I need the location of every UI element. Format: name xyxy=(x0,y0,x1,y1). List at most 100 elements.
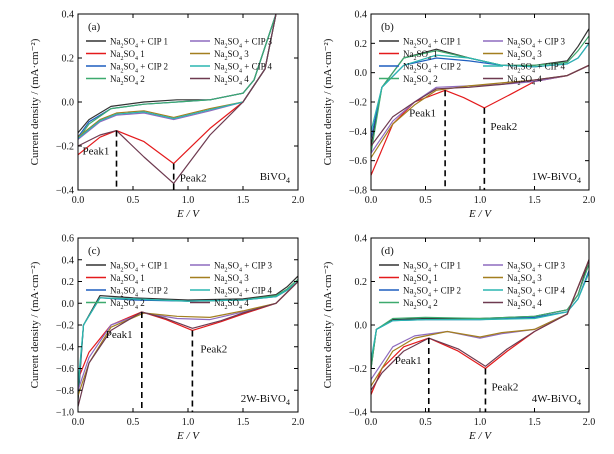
y-tick-label: −0.6 xyxy=(349,156,367,167)
legend-text-part: Na xyxy=(110,261,121,271)
legend-label-8: Na2SO4 4 xyxy=(507,298,542,311)
peak-label: Peak1 xyxy=(409,107,436,119)
legend-subscript: 2 xyxy=(225,305,228,311)
x-tick-label: 0.5 xyxy=(127,195,140,206)
legend-subscript: 2 xyxy=(518,69,521,75)
legend-subscript: 4 xyxy=(239,44,242,50)
legend-subscript: 2 xyxy=(518,280,521,286)
legend-text-part: SO xyxy=(124,273,136,283)
legend-subscript: 2 xyxy=(225,268,228,274)
y-tick-label: −0.4 xyxy=(56,186,74,197)
legend-label-7: Na2SO4 + CIP 4 xyxy=(507,62,566,75)
series-line-7 xyxy=(371,42,589,132)
peak-label: Peak1 xyxy=(106,329,133,341)
legend-text-part: SO xyxy=(228,273,240,283)
legend-text-part: 2 xyxy=(431,298,438,308)
legend-text-part: Na xyxy=(110,37,121,47)
legend-subscript: 4 xyxy=(239,56,242,62)
legend-label-5: Na2SO4 + CIP 3 xyxy=(507,261,566,274)
sample-label: 2W-BiVO4 xyxy=(241,393,290,407)
legend-subscript: 4 xyxy=(428,81,431,87)
legend-subscript: 2 xyxy=(225,293,228,299)
series-line-7 xyxy=(371,272,589,360)
legend-label-6: Na2SO4 3 xyxy=(507,273,542,286)
legend-text-part: + CIP 1 xyxy=(431,261,461,271)
legend-subscript: 4 xyxy=(428,69,431,75)
legend-subscript: 4 xyxy=(532,305,535,311)
chart-panel-2: 0.0 0.5 1.0 1.5 2.0 −0.8 −0.6 −0.4 −0.2 0.0 0.2 0.4… xyxy=(322,10,595,221)
panel-letter: (a) xyxy=(88,21,101,33)
legend-text-part: SO xyxy=(417,273,429,283)
legend-text-part: Na xyxy=(507,298,518,308)
legend-text-part: SO xyxy=(124,286,136,296)
legend-label-2: Na2SO4 1 xyxy=(403,273,438,286)
x-tick-label: 0.5 xyxy=(419,417,432,428)
peak-label: Peak2 xyxy=(491,382,518,394)
legend-subscript: 2 xyxy=(225,56,228,62)
legend-label-2: Na2SO4 1 xyxy=(403,49,438,62)
legend-subscript: 4 xyxy=(135,280,138,286)
legend-text-part: Na xyxy=(403,62,414,72)
x-tick-label: 2.0 xyxy=(292,417,305,428)
legend-text-part: 4 xyxy=(242,74,249,84)
legend-subscript: 4 xyxy=(239,280,242,286)
legend-subscript: 2 xyxy=(121,56,124,62)
y-tick-label: −0.2 xyxy=(349,98,367,109)
y-tick-label: 0.6 xyxy=(62,234,75,245)
legend-text-part: Na xyxy=(507,62,518,72)
legend-text-part: Na xyxy=(403,298,414,308)
peak-label: Peak1 xyxy=(395,355,422,367)
legend-label-5: Na2SO4 + CIP 3 xyxy=(214,261,273,274)
y-tick-label: 0.2 xyxy=(355,277,368,288)
legend-subscript: 2 xyxy=(414,56,417,62)
legend-subscript: 4 xyxy=(239,305,242,311)
legend-subscript: 2 xyxy=(414,305,417,311)
x-axis-label: E / V xyxy=(468,430,492,442)
peak-label: Peak1 xyxy=(83,146,110,158)
legend-text-part: Na xyxy=(507,261,518,271)
legend-subscript: 2 xyxy=(121,305,124,311)
legend-text-part: + CIP 3 xyxy=(242,37,272,47)
legend-subscript: 2 xyxy=(518,293,521,299)
sample-label: BiVO4 xyxy=(260,171,290,185)
y-tick-label: 0.0 xyxy=(62,98,75,109)
legend-text-part: + CIP 3 xyxy=(242,261,272,271)
series-line-7 xyxy=(78,281,298,385)
y-axis-label: Current density / (mA·cm⁻²) xyxy=(29,261,41,388)
y-axis-label: Current density / (mA·cm⁻²) xyxy=(322,38,334,165)
legend-label-1: Na2SO4 + CIP 1 xyxy=(110,37,168,50)
y-tick-label: 0.0 xyxy=(355,321,368,332)
legend-text-part: Na xyxy=(403,286,414,296)
y-tick-label: −0.2 xyxy=(56,142,74,153)
x-axis-label: E / V xyxy=(468,208,492,220)
legend-label-4: Na2SO4 2 xyxy=(110,298,145,311)
legend-subscript: 4 xyxy=(532,280,535,286)
legend-label-3: Na2SO4 + CIP 2 xyxy=(403,286,461,299)
legend-subscript: 2 xyxy=(518,305,521,311)
sample-label-text: 2W-BiVO xyxy=(241,393,286,405)
y-tick-label: −0.2 xyxy=(56,321,74,332)
legend-text-part: SO xyxy=(521,62,533,72)
legend-label-4: Na2SO4 2 xyxy=(403,298,438,311)
legend-text-part: 3 xyxy=(242,273,249,283)
legend-label-8: Na2SO4 4 xyxy=(214,298,249,311)
legend-text-part: SO xyxy=(417,286,429,296)
legend-label-6: Na2SO4 3 xyxy=(214,49,249,62)
series-line-8 xyxy=(78,14,277,184)
sample-label-subscript: 4 xyxy=(577,176,581,185)
series-line-8 xyxy=(371,259,589,391)
legend-subscript: 2 xyxy=(414,293,417,299)
legend-text-part: 1 xyxy=(431,273,438,283)
legend-text-part: SO xyxy=(417,62,429,72)
series-line-6 xyxy=(371,259,589,387)
y-tick-label: 0.0 xyxy=(355,68,368,79)
panel-letter: (c) xyxy=(88,245,101,257)
y-tick-label: 0.4 xyxy=(355,234,368,245)
series-line-8 xyxy=(78,281,298,407)
legend-subscript: 2 xyxy=(121,44,124,50)
legend-text-part: + CIP 2 xyxy=(431,62,461,72)
x-tick-label: 0.5 xyxy=(419,195,432,206)
